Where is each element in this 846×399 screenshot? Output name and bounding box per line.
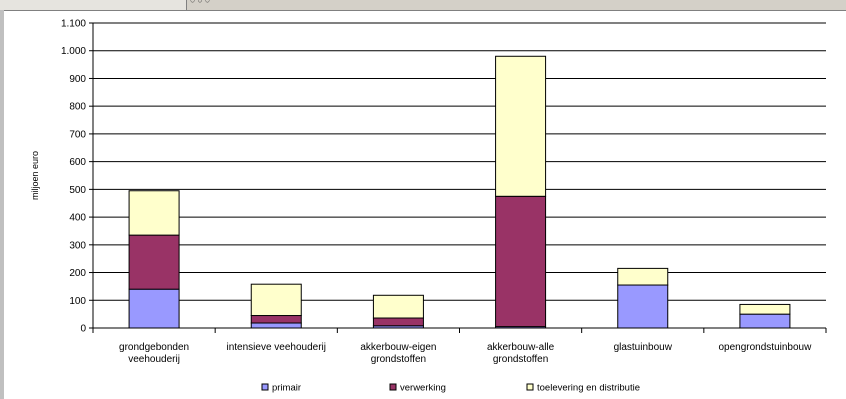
- bar-segment: [250, 322, 302, 329]
- y-axis-title: miljoen euro: [30, 151, 40, 200]
- y-tick-label: 300: [69, 240, 86, 251]
- bar-segment: [617, 267, 669, 286]
- x-category-label-line: glastuinbouw: [614, 342, 673, 353]
- y-tick-label: 900: [69, 74, 86, 85]
- labels: 0 100 200 300 400 500 600 700 800 900 1.000 1.100 gr…: [30, 19, 812, 366]
- legend-label: toelevering en distributie: [537, 383, 640, 394]
- y-tick-label: 600: [69, 157, 86, 168]
- legend-label: primair: [272, 383, 301, 394]
- y-tick-label: 500: [69, 185, 86, 196]
- window-left-edge: [0, 10, 4, 399]
- bars: [128, 55, 791, 329]
- axes: [89, 22, 827, 333]
- bar-segment: [739, 303, 791, 315]
- bar-segment: [739, 313, 791, 329]
- y-tick-label: 0: [80, 324, 86, 335]
- x-category-label-line: intensieve veehouderij: [226, 342, 326, 353]
- x-category-label-line: akkerbouw-alle: [487, 342, 555, 353]
- bar-segment: [495, 195, 547, 328]
- x-category-label: grondgebonden veehouderij: [119, 342, 189, 365]
- x-category-label-line: grondstoffen: [493, 354, 548, 365]
- bar-segment: [250, 315, 302, 324]
- bar-segment: [495, 55, 547, 197]
- y-tick-label: 200: [69, 268, 86, 279]
- x-category-label: akkerbouw-alle grondstoffen: [487, 342, 555, 365]
- x-category-label-line: veehouderij: [128, 354, 180, 365]
- bar-segment: [372, 294, 424, 319]
- y-tick-label: 1.000: [61, 46, 86, 57]
- x-category-label-line: akkerbouw-eigen: [360, 342, 436, 353]
- bar-segment: [372, 317, 424, 327]
- gridlines: [93, 22, 826, 301]
- y-tick-label: 400: [69, 213, 86, 224]
- y-tick-label: 100: [69, 296, 86, 307]
- legend: primair verwerking toelevering en distribu…: [261, 383, 640, 394]
- x-category-label: opengrondstuinbouw: [718, 342, 812, 353]
- bar-segment: [128, 288, 180, 329]
- legend-swatch: [389, 383, 397, 391]
- y-tick-label: 800: [69, 102, 86, 113]
- y-tick-label: 1.100: [61, 19, 86, 30]
- x-category-label-line: grondstoffen: [371, 354, 426, 365]
- y-tick-label: 700: [69, 129, 86, 140]
- window-dots: ○○○: [190, 0, 213, 5]
- bar-segment: [128, 190, 180, 236]
- legend-swatch: [261, 383, 269, 391]
- window-top-strip: ○○○: [0, 0, 846, 11]
- window-tab: [0, 0, 187, 10]
- x-category-label: akkerbouw-eigen grondstoffen: [360, 342, 436, 365]
- x-category-label-line: grondgebonden: [119, 342, 189, 353]
- bar-segment: [128, 234, 180, 290]
- x-category-label: glastuinbouw: [614, 342, 673, 353]
- legend-swatch: [526, 383, 534, 391]
- x-category-label: intensieve veehouderij: [226, 342, 326, 353]
- bar-segment: [250, 283, 302, 317]
- x-category-label-line: opengrondstuinbouw: [718, 342, 812, 353]
- bar-segment: [617, 284, 669, 329]
- legend-label: verwerking: [400, 383, 446, 394]
